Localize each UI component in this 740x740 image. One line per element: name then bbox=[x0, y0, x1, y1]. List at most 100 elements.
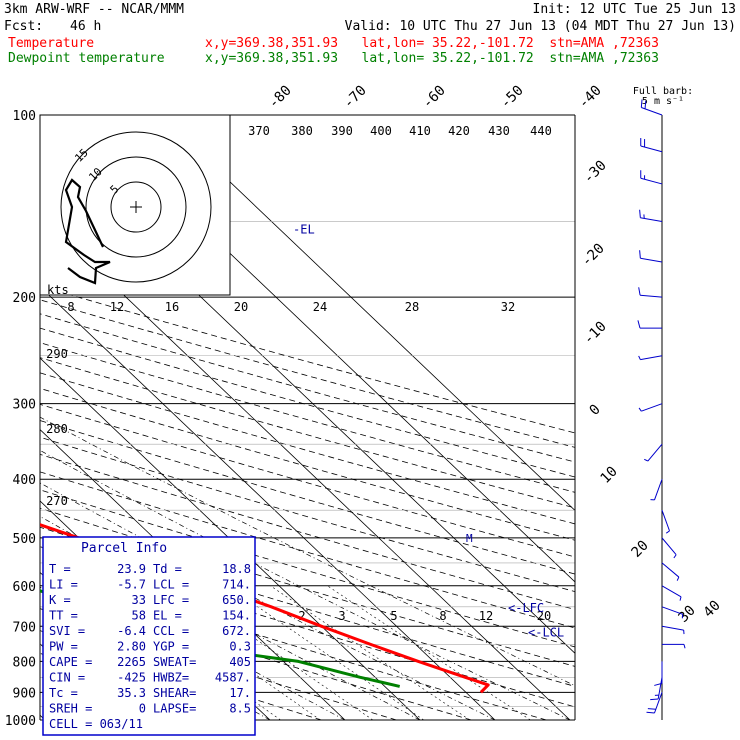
potential-temperature-label: 440 bbox=[530, 124, 552, 138]
potential-temperature-label: 280 bbox=[46, 422, 68, 436]
isotherm-line bbox=[40, 357, 421, 720]
wind-barb-flag bbox=[647, 708, 656, 710]
parcel-info-value: 672. bbox=[222, 624, 251, 638]
wind-barb-shaft bbox=[661, 562, 680, 578]
parcel-info-key: EL = bbox=[153, 609, 182, 623]
wind-barb-shaft bbox=[654, 479, 663, 501]
wind-barb-shaft bbox=[661, 537, 677, 556]
isotherm-label: 10 bbox=[598, 464, 621, 487]
parcel-info-key: LAPSE= bbox=[153, 702, 196, 716]
wind-barb-shaft bbox=[657, 677, 663, 700]
potential-temperature-label: 410 bbox=[409, 124, 431, 138]
parcel-info-value: 0.3 bbox=[229, 640, 251, 654]
pressure-tick-label: 1000 bbox=[5, 714, 36, 729]
hodograph-scale-label: 16 bbox=[165, 300, 179, 314]
parcel-info-box: Parcel Info T = 23.9 Td = 18.8 LI = -5.7 LCL = 7… bbox=[42, 536, 256, 736]
mixing-ratio-label: 5 bbox=[390, 609, 397, 623]
temperature-profile-line bbox=[40, 523, 490, 694]
parcel-info-key: PW = bbox=[49, 640, 78, 654]
parcel-info-key: LI = bbox=[49, 578, 78, 592]
parcel-info-value: 650. bbox=[222, 593, 251, 607]
isotherm-label: 40 bbox=[701, 598, 724, 621]
isotherm-label: -70 bbox=[341, 83, 370, 112]
moist-adiabat-line bbox=[40, 482, 496, 720]
pressure-tick-label: 800 bbox=[13, 655, 36, 670]
parcel-info-key: CAPE = bbox=[49, 655, 92, 669]
wind-barb-flag bbox=[665, 530, 670, 534]
mixing-ratio-line bbox=[178, 585, 374, 720]
pressure-tick-label: 600 bbox=[13, 580, 36, 595]
isotherm-label: -60 bbox=[420, 83, 449, 112]
parcel-info-value: 2.80 bbox=[117, 640, 146, 654]
hodograph-scale-label: 20 bbox=[234, 300, 248, 314]
hodograph-scale-label: 24 bbox=[313, 300, 327, 314]
level-markers: -EL <-LFC <-LCL M bbox=[293, 222, 564, 639]
wind-barb-shaft bbox=[640, 294, 663, 298]
isotherm-label: -40 bbox=[576, 83, 605, 112]
valid-time: Valid: 10 UTC Thu 27 Jun 13 (04 MDT Thu … bbox=[344, 19, 736, 34]
level-marker-label: -EL bbox=[293, 222, 315, 236]
hodograph-scale-label: 8 bbox=[67, 300, 74, 314]
parcel-info-key: SREH = bbox=[49, 702, 92, 716]
mixing-ratio-label: 2 bbox=[298, 609, 305, 623]
wind-barb-flag bbox=[673, 554, 677, 559]
model-title: 3km ARW-WRF -- NCAR/MMM bbox=[4, 2, 185, 17]
parcel-info-value: -6.4 bbox=[117, 624, 146, 638]
wind-barb-flag bbox=[637, 320, 641, 329]
wind-barb-flag bbox=[638, 407, 642, 412]
wind-barb-shaft bbox=[661, 510, 670, 532]
wind-scale-value: 5 m s⁻¹ bbox=[642, 96, 684, 107]
isotherm-label: 20 bbox=[629, 538, 652, 561]
parcel-info-value: -5.7 bbox=[117, 578, 146, 592]
parcel-info-value: 58 bbox=[132, 609, 146, 623]
wind-barb-flag bbox=[650, 698, 659, 701]
wind-barb-shaft bbox=[661, 585, 682, 598]
hodograph-scale-label: 28 bbox=[405, 300, 419, 314]
potential-temperature-label: 380 bbox=[291, 124, 313, 138]
wind-barb-shaft bbox=[640, 177, 663, 185]
wind-barb-shaft bbox=[661, 606, 683, 615]
wind-barb-flag bbox=[638, 355, 641, 360]
pressure-tick-label: 900 bbox=[13, 686, 36, 701]
pressure-tick-label: 300 bbox=[13, 398, 36, 413]
isotherm-line bbox=[40, 286, 496, 720]
wind-barb-shaft bbox=[661, 625, 684, 631]
isotherm-line bbox=[159, 115, 575, 512]
parcel-info-key: T = bbox=[49, 562, 71, 576]
pressure-tick-label: 500 bbox=[13, 532, 36, 547]
level-marker-label: <-LFC bbox=[508, 601, 544, 615]
temperature-location: x,y=369.38,351.93 lat,lon= 35.22,-101.72… bbox=[205, 36, 659, 51]
isotherm-label: -10 bbox=[581, 319, 610, 348]
wind-barb-flag bbox=[638, 287, 641, 296]
isotherm-label: -80 bbox=[266, 83, 295, 112]
potential-temperature-label: 400 bbox=[370, 124, 392, 138]
parcel-info-value: -425 bbox=[117, 671, 146, 685]
wind-barb-flag bbox=[640, 99, 643, 108]
wind-barb-shaft bbox=[640, 217, 663, 223]
parcel-info-value: 154. bbox=[222, 609, 251, 623]
parcel-info-value: 8.5 bbox=[229, 702, 251, 716]
parcel-info-key: K = bbox=[49, 593, 71, 607]
mixing-ratio-label: 12 bbox=[479, 609, 493, 623]
wind-barb-flag bbox=[644, 458, 649, 462]
wind-barb-shaft bbox=[641, 403, 663, 412]
parcel-info-key: Td = bbox=[153, 562, 182, 576]
parcel-info-key: LCL = bbox=[153, 578, 189, 592]
parcel-info-value: 23.9 bbox=[117, 562, 146, 576]
parcel-path-label: M bbox=[466, 532, 473, 545]
forecast-hour: 46 h bbox=[70, 19, 102, 34]
parcel-info-value: 714. bbox=[222, 578, 251, 592]
potential-temperature-label: 290 bbox=[46, 347, 68, 361]
parcel-info-value: 18.8 bbox=[222, 562, 251, 576]
hodograph-ring bbox=[110, 181, 162, 233]
potential-temperature-label: 430 bbox=[488, 124, 510, 138]
moist-adiabat-line bbox=[40, 416, 575, 687]
wind-barb-flag bbox=[676, 576, 680, 581]
parcel-info-frame bbox=[42, 536, 256, 736]
parcel-info-key: SVI = bbox=[49, 624, 85, 638]
parcel-info-cell: CELL = 063/11 bbox=[49, 717, 143, 731]
dewpoint-location: x,y=369.38,351.93 lat,lon= 35.22,-101.72… bbox=[205, 51, 659, 66]
hodograph-units-label: kts bbox=[47, 283, 69, 297]
